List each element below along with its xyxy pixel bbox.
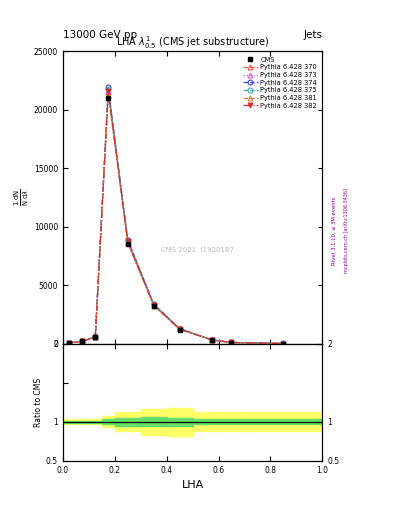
CMS [93, 334, 98, 340]
Pythia 6.428 374 [67, 339, 72, 346]
Line: Pythia 6.428 382: Pythia 6.428 382 [67, 89, 286, 346]
Pythia 6.428 374 [281, 340, 286, 347]
Pythia 6.428 381 [210, 337, 215, 343]
Text: CMS 2021  I1920187: CMS 2021 I1920187 [161, 247, 234, 253]
Pythia 6.428 373 [281, 340, 286, 347]
Pythia 6.428 381 [80, 338, 85, 345]
Pythia 6.428 382 [80, 338, 85, 345]
Pythia 6.428 375 [106, 86, 111, 92]
Pythia 6.428 375 [67, 339, 72, 346]
Pythia 6.428 382 [229, 339, 234, 346]
Pythia 6.428 381 [67, 339, 72, 346]
Line: Pythia 6.428 374: Pythia 6.428 374 [67, 85, 286, 346]
Pythia 6.428 373 [93, 334, 98, 340]
Pythia 6.428 373 [151, 302, 156, 308]
Pythia 6.428 374 [80, 338, 85, 345]
Pythia 6.428 375 [80, 338, 85, 345]
X-axis label: LHA: LHA [182, 480, 204, 490]
CMS [281, 340, 286, 347]
Pythia 6.428 382 [67, 339, 72, 346]
Pythia 6.428 382 [210, 337, 215, 343]
Pythia 6.428 375 [125, 237, 130, 243]
Line: Pythia 6.428 373: Pythia 6.428 373 [67, 88, 286, 346]
CMS [125, 241, 130, 247]
Pythia 6.428 373 [210, 337, 215, 343]
Pythia 6.428 370 [151, 302, 156, 308]
Pythia 6.428 375 [229, 339, 234, 346]
Pythia 6.428 382 [177, 326, 182, 332]
Pythia 6.428 374 [229, 339, 234, 346]
Pythia 6.428 382 [151, 302, 156, 308]
Pythia 6.428 375 [177, 326, 182, 332]
Y-axis label: Ratio to CMS: Ratio to CMS [34, 378, 43, 427]
Pythia 6.428 373 [80, 338, 85, 345]
Pythia 6.428 382 [281, 340, 286, 347]
Pythia 6.428 373 [125, 238, 130, 244]
Pythia 6.428 375 [281, 340, 286, 347]
Pythia 6.428 373 [229, 339, 234, 346]
Pythia 6.428 370 [229, 339, 234, 346]
Pythia 6.428 381 [106, 92, 111, 98]
Legend: CMS, Pythia 6.428 370, Pythia 6.428 373, Pythia 6.428 374, Pythia 6.428 375, Pyt: CMS, Pythia 6.428 370, Pythia 6.428 373,… [241, 55, 319, 111]
Line: CMS: CMS [67, 96, 286, 346]
Text: mcplots.cern.ch [arXiv:1306.3436]: mcplots.cern.ch [arXiv:1306.3436] [344, 188, 349, 273]
Pythia 6.428 374 [177, 326, 182, 332]
Pythia 6.428 375 [93, 334, 98, 340]
CMS [177, 327, 182, 333]
Pythia 6.428 373 [106, 87, 111, 93]
CMS [151, 303, 156, 309]
Pythia 6.428 381 [93, 334, 98, 340]
Pythia 6.428 370 [80, 338, 85, 345]
Pythia 6.428 370 [67, 339, 72, 346]
CMS [106, 95, 111, 101]
Pythia 6.428 374 [106, 84, 111, 91]
Pythia 6.428 381 [281, 340, 286, 347]
Pythia 6.428 382 [125, 238, 130, 244]
Pythia 6.428 370 [93, 334, 98, 340]
Pythia 6.428 373 [67, 339, 72, 346]
Pythia 6.428 381 [177, 326, 182, 332]
Pythia 6.428 373 [177, 326, 182, 332]
Pythia 6.428 375 [151, 301, 156, 307]
Pythia 6.428 382 [93, 334, 98, 340]
Pythia 6.428 370 [106, 89, 111, 95]
Line: Pythia 6.428 375: Pythia 6.428 375 [67, 86, 286, 346]
Text: 13000 GeV pp: 13000 GeV pp [63, 30, 137, 40]
Pythia 6.428 370 [125, 239, 130, 245]
Pythia 6.428 370 [281, 340, 286, 347]
Pythia 6.428 374 [151, 301, 156, 307]
Pythia 6.428 382 [106, 88, 111, 94]
Pythia 6.428 374 [93, 334, 98, 340]
Pythia 6.428 381 [125, 240, 130, 246]
CMS [210, 337, 215, 344]
CMS [80, 338, 85, 345]
Pythia 6.428 374 [210, 337, 215, 343]
Line: Pythia 6.428 381: Pythia 6.428 381 [67, 92, 286, 346]
Pythia 6.428 381 [229, 339, 234, 346]
Pythia 6.428 374 [125, 237, 130, 243]
Pythia 6.428 375 [210, 337, 215, 343]
Title: LHA $\lambda^1_{0.5}$ (CMS jet substructure): LHA $\lambda^1_{0.5}$ (CMS jet substruct… [116, 34, 269, 51]
CMS [229, 339, 234, 346]
Y-axis label: $\frac{1}{\mathrm{N}} \frac{\mathrm{dN}}{\mathrm{d}\lambda}$: $\frac{1}{\mathrm{N}} \frac{\mathrm{dN}}… [13, 188, 31, 206]
Text: Rivet 3.1.10, ≥ 3M events: Rivet 3.1.10, ≥ 3M events [332, 196, 337, 265]
CMS [67, 339, 72, 346]
Pythia 6.428 381 [151, 303, 156, 309]
Line: Pythia 6.428 370: Pythia 6.428 370 [67, 90, 286, 346]
Pythia 6.428 370 [177, 326, 182, 332]
Text: Jets: Jets [303, 30, 322, 40]
Pythia 6.428 370 [210, 337, 215, 343]
